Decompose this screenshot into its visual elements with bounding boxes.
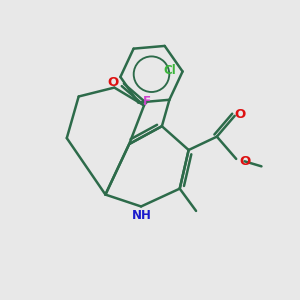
Text: O: O — [234, 108, 246, 121]
Text: Cl: Cl — [164, 64, 176, 76]
Text: O: O — [108, 76, 119, 89]
Text: F: F — [142, 94, 151, 107]
Text: O: O — [240, 155, 251, 168]
Text: NH: NH — [132, 209, 152, 223]
